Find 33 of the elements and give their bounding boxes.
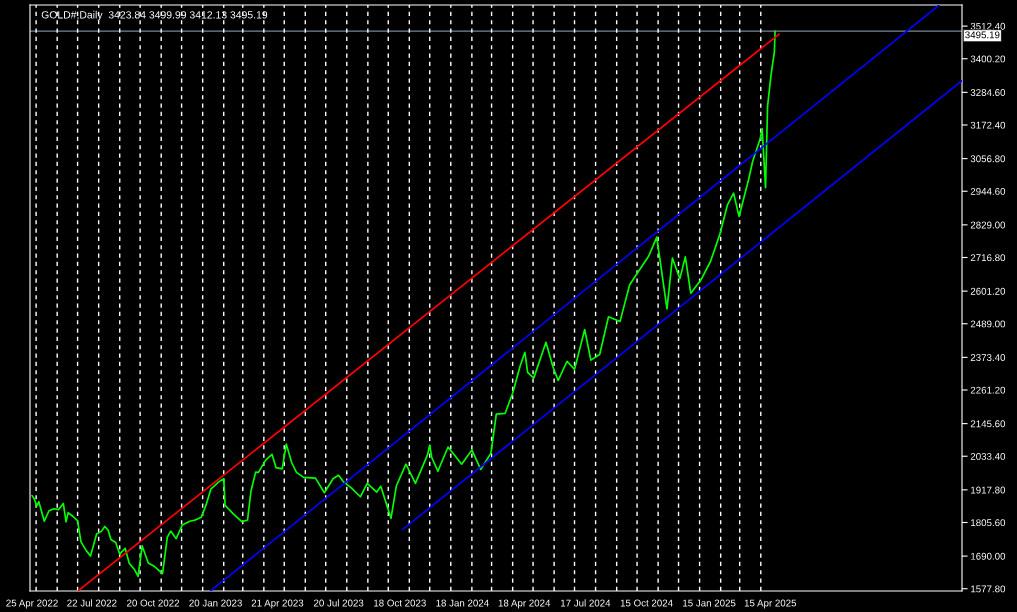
y-tick-label: 2145.60 [970,420,1006,428]
x-tick-label: 22 Jul 2022 [67,599,117,607]
ref-line-label: 3495.19 [965,31,1000,39]
x-tick-label: 20 Jul 2023 [313,599,364,607]
y-tick-label: 1690.00 [971,552,1006,560]
x-tick-label: 18 Apr 2024 [498,599,551,609]
x-tick-label: 25 Apr 2022 [6,599,58,609]
x-tick-label: 20 Oct 2022 [127,599,180,607]
y-tick-label: 2944.60 [970,187,1006,195]
x-tick-label: 21 Apr 2023 [251,599,304,609]
y-tick-label: 3172.40 [970,121,1006,129]
y-tick-label: 1577.80 [971,585,1006,593]
y-tick-label: 1805.60 [971,519,1006,527]
y-tick-label: 2373.40 [970,354,1006,361]
x-tick-label: 18 Oct 2023 [374,599,426,607]
y-tick-label: 1917.80 [971,486,1006,494]
y-tick-label: 3284.60 [970,89,1006,96]
y-tick-label: 2033.40 [970,452,1006,460]
text: GOLD#,Daily 3423.84 3499.99 3412.13 3495.19 [41,10,268,21]
x-tick-label: 15 Jan 2025 [683,599,736,607]
y-tick-label: 2489.00 [970,320,1006,328]
y-tick-label: 2601.20 [970,287,1006,295]
y-tick-label: 3512.40 [970,22,1006,30]
y-tick-label: 3400.20 [970,55,1006,63]
x-tick-label: 20 Jan 2023 [189,599,242,607]
x-tick-label: 18 Jan 2024 [436,599,489,607]
y-tick-label: 2829.00 [970,221,1006,229]
y-tick-label: 2261.20 [970,386,1006,394]
x-tick-label: 15 Apr 2025 [744,599,797,609]
y-tick-label: 3056.80 [970,155,1006,163]
x-tick-label: 15 Oct 2024 [620,599,673,607]
y-tick-label: 2716.80 [970,254,1006,262]
x-tick-label: 17 Jul 2024 [561,599,611,607]
